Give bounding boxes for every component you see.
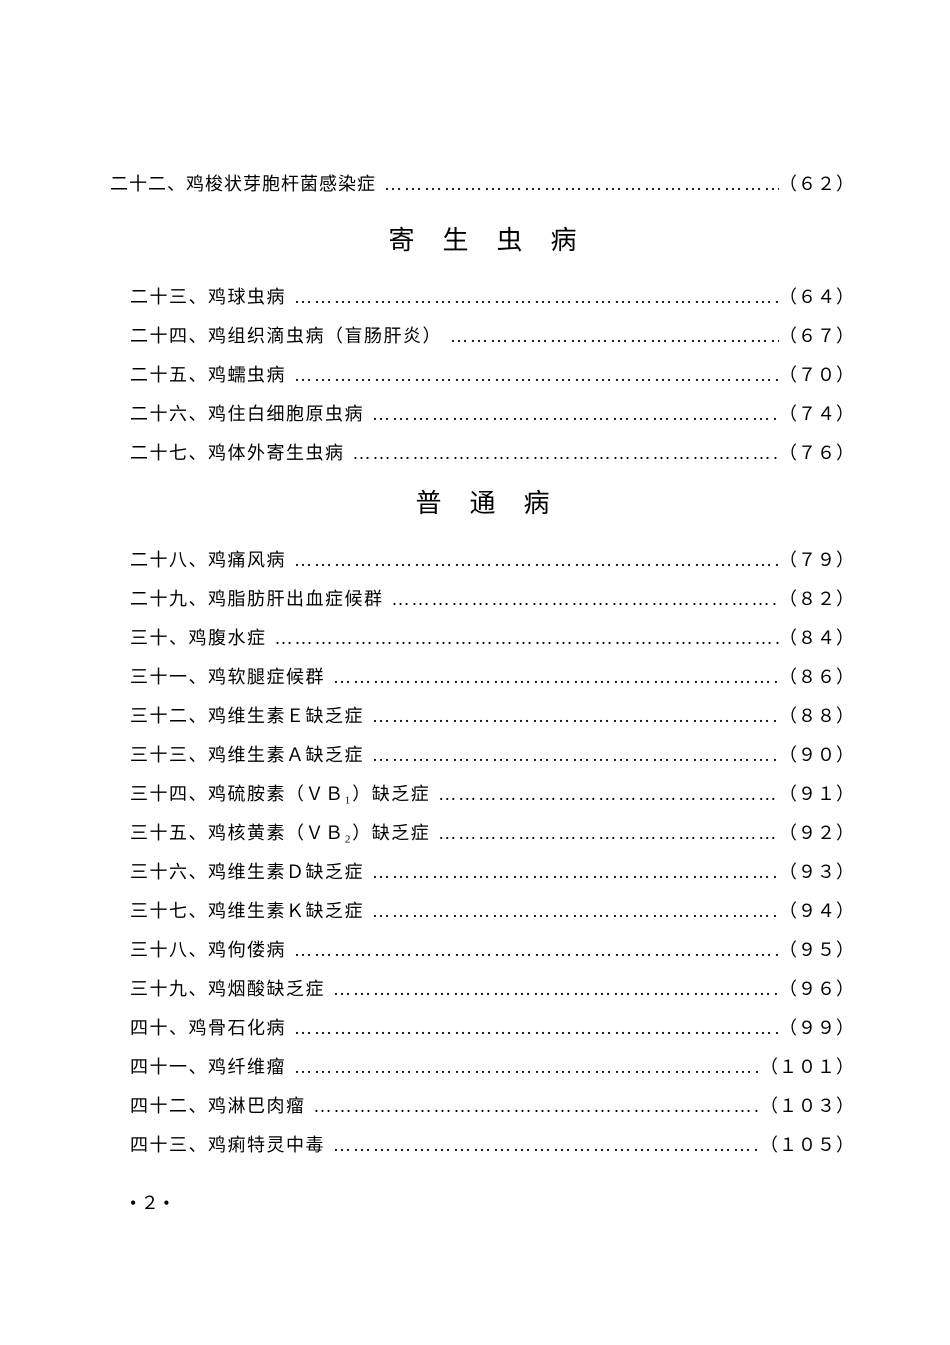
toc-list: 二十三、鸡球虫病……………………………………………………………………………………… <box>110 283 855 465</box>
page-ref: （９０） <box>779 741 855 767</box>
toc-entry: 二十三、鸡球虫病……………………………………………………………………………………… <box>130 283 855 309</box>
dot-leader: ………………………………………………………………………………………… <box>430 784 779 805</box>
toc-label: 二十八、鸡痛风病 <box>130 546 286 572</box>
toc-label: 三十九、鸡烟酸缺乏症 <box>130 975 325 1001</box>
page-ref: （９１） <box>779 780 855 806</box>
toc-label: 三十三、鸡维生素Ａ缺乏症 <box>130 741 364 767</box>
dot-leader: ………………………………………………………………………………………… <box>442 326 779 347</box>
toc-entry: 二十七、鸡体外寄生虫病……………………………………………………………………………… <box>130 439 855 465</box>
toc-entry: 四十一、鸡纤维瘤……………………………………………………………………………………… <box>130 1053 855 1079</box>
page-number: • ２ • <box>130 1189 170 1215</box>
dot-leader: ………………………………………………………………………………………… <box>286 365 779 386</box>
dot-leader: ………………………………………………………………………………………… <box>306 1096 761 1117</box>
page-ref: （１０１） <box>760 1053 855 1079</box>
toc-entry: 三十四、鸡硫胺素（ＶＢ₁）缺乏症………………………………………………………………… <box>130 780 855 806</box>
page-ref: （１０３） <box>760 1092 855 1118</box>
dot-leader: ………………………………………………………………………………………… <box>267 628 780 649</box>
page-ref: （９５） <box>779 936 855 962</box>
dot-leader: ………………………………………………………………………………………… <box>376 174 779 195</box>
page-ref: （７４） <box>779 400 855 426</box>
toc-entry: 四十三、鸡痢特灵中毒………………………………………………………………………………… <box>130 1131 855 1157</box>
toc-label: 四十、鸡骨石化病 <box>130 1014 286 1040</box>
toc-entry-top: 二十二、鸡梭状芽胞杆菌感染症 …………………………………………………………………… <box>110 170 855 196</box>
toc-entry: 三十九、鸡烟酸缺乏症………………………………………………………………………………… <box>130 975 855 1001</box>
toc-label: 二十二、鸡梭状芽胞杆菌感染症 <box>110 170 376 196</box>
toc-label: 三十四、鸡硫胺素（ＶＢ₁）缺乏症 <box>130 780 430 806</box>
page-ref: （９９） <box>779 1014 855 1040</box>
toc-entry: 三十、鸡腹水症………………………………………………………………………………………… <box>130 624 855 650</box>
toc-label: 二十四、鸡组织滴虫病（盲肠肝炎） <box>130 322 442 348</box>
dot-leader: ………………………………………………………………………………………… <box>364 862 779 883</box>
toc-list: 二十八、鸡痛风病……………………………………………………………………………………… <box>110 546 855 1157</box>
toc-label: 三十六、鸡维生素Ｄ缺乏症 <box>130 858 364 884</box>
toc-entry: 二十八、鸡痛风病……………………………………………………………………………………… <box>130 546 855 572</box>
toc-label: 二十九、鸡脂肪肝出血症候群 <box>130 585 384 611</box>
toc-label: 四十一、鸡纤维瘤 <box>130 1053 286 1079</box>
dot-leader: ………………………………………………………………………………………… <box>286 940 779 961</box>
page-ref: （９４） <box>779 897 855 923</box>
dot-leader: ………………………………………………………………………………………… <box>325 979 779 1000</box>
toc-label: 三十七、鸡维生素Ｋ缺乏症 <box>130 897 364 923</box>
page-ref: （６４） <box>779 283 855 309</box>
toc-label: 四十三、鸡痢特灵中毒 <box>130 1131 325 1157</box>
dot-leader: ………………………………………………………………………………………… <box>286 1057 760 1078</box>
dot-leader: ………………………………………………………………………………………… <box>430 823 779 844</box>
dot-leader: ………………………………………………………………………………………… <box>325 667 779 688</box>
toc-entry: 二十五、鸡蠕虫病……………………………………………………………………………………… <box>130 361 855 387</box>
dot-leader: ………………………………………………………………………………………… <box>364 745 779 766</box>
toc-label: 三十一、鸡软腿症候群 <box>130 663 325 689</box>
page-ref: （９２） <box>779 819 855 845</box>
toc-entry: 二十四、鸡组织滴虫病（盲肠肝炎）………………………………………………………………… <box>130 322 855 348</box>
page-ref: （７６） <box>779 439 855 465</box>
toc-entry: 三十一、鸡软腿症候群………………………………………………………………………………… <box>130 663 855 689</box>
dot-leader: ………………………………………………………………………………………… <box>364 901 779 922</box>
dot-leader: ………………………………………………………………………………………… <box>286 287 779 308</box>
toc-entry: 四十二、鸡淋巴肉瘤…………………………………………………………………………………… <box>130 1092 855 1118</box>
toc-entry: 二十九、鸡脂肪肝出血症候群………………………………………………………………………… <box>130 585 855 611</box>
page-ref: （９６） <box>779 975 855 1001</box>
page-ref: （８６） <box>779 663 855 689</box>
toc-entry: 三十八、鸡佝偻病……………………………………………………………………………………… <box>130 936 855 962</box>
section-heading: 普通病 <box>110 483 855 520</box>
dot-leader: ………………………………………………………………………………………… <box>364 404 779 425</box>
dot-leader: ………………………………………………………………………………………… <box>364 706 779 727</box>
page-ref: （８８） <box>779 702 855 728</box>
toc-label: 三十八、鸡佝偻病 <box>130 936 286 962</box>
dot-leader: ………………………………………………………………………………………… <box>345 443 780 464</box>
page-ref: （６７） <box>779 322 855 348</box>
page-ref: （１０５） <box>760 1131 855 1157</box>
page-ref: （９３） <box>779 858 855 884</box>
toc-entry: 三十六、鸡维生素Ｄ缺乏症…………………………………………………………………………… <box>130 858 855 884</box>
dot-leader: ………………………………………………………………………………………… <box>286 1018 779 1039</box>
section-heading: 寄生虫病 <box>110 220 855 257</box>
toc-entry: 三十三、鸡维生素Ａ缺乏症…………………………………………………………………………… <box>130 741 855 767</box>
toc-entry: 二十六、鸡住白细胞原虫病…………………………………………………………………………… <box>130 400 855 426</box>
dot-leader: ………………………………………………………………………………………… <box>325 1135 760 1156</box>
toc-label: 二十六、鸡住白细胞原虫病 <box>130 400 364 426</box>
toc-entry: 三十五、鸡核黄素（ＶＢ₂）缺乏症………………………………………………………………… <box>130 819 855 845</box>
dot-leader: ………………………………………………………………………………………… <box>384 589 780 610</box>
page-ref: （８２） <box>779 585 855 611</box>
toc-label: 三十二、鸡维生素Ｅ缺乏症 <box>130 702 364 728</box>
page-ref: （７９） <box>779 546 855 572</box>
toc-label: 三十五、鸡核黄素（ＶＢ₂）缺乏症 <box>130 819 430 845</box>
toc-entry: 四十、鸡骨石化病……………………………………………………………………………………… <box>130 1014 855 1040</box>
toc-label: 四十二、鸡淋巴肉瘤 <box>130 1092 306 1118</box>
toc-label: 三十、鸡腹水症 <box>130 624 267 650</box>
page-ref: （８４） <box>779 624 855 650</box>
toc-entry: 三十七、鸡维生素Ｋ缺乏症…………………………………………………………………………… <box>130 897 855 923</box>
toc-entry: 三十二、鸡维生素Ｅ缺乏症…………………………………………………………………………… <box>130 702 855 728</box>
toc-label: 二十三、鸡球虫病 <box>130 283 286 309</box>
toc-label: 二十七、鸡体外寄生虫病 <box>130 439 345 465</box>
dot-leader: ………………………………………………………………………………………… <box>286 550 779 571</box>
toc-label: 二十五、鸡蠕虫病 <box>130 361 286 387</box>
page-ref: （７０） <box>779 361 855 387</box>
page-ref: （６２） <box>779 170 855 196</box>
